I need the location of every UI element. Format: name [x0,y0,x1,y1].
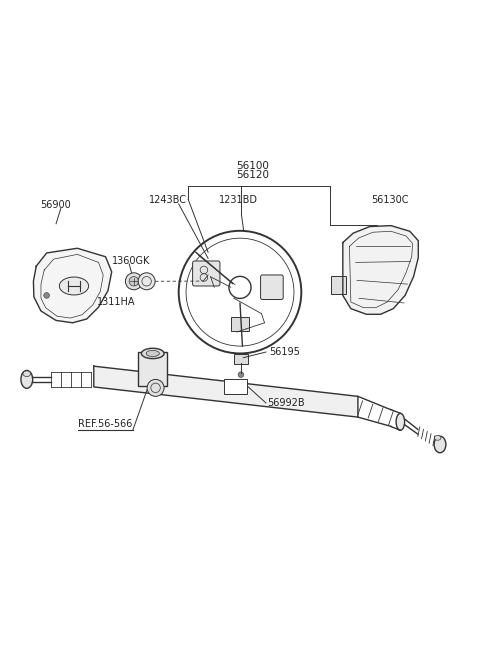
FancyBboxPatch shape [192,261,220,286]
FancyBboxPatch shape [224,379,247,394]
FancyBboxPatch shape [234,354,248,364]
Text: 56992B: 56992B [267,398,305,408]
Ellipse shape [21,371,33,388]
Text: 56130C: 56130C [371,195,409,205]
Polygon shape [343,225,418,314]
Ellipse shape [434,436,446,453]
Ellipse shape [396,413,405,430]
Circle shape [129,276,139,286]
FancyBboxPatch shape [230,318,250,331]
FancyBboxPatch shape [261,275,283,299]
Text: 56100: 56100 [236,161,269,171]
Circle shape [138,272,155,290]
Circle shape [44,293,49,298]
Polygon shape [94,366,358,417]
Text: 1311HA: 1311HA [97,297,136,307]
Ellipse shape [146,350,159,356]
Text: REF.56-566: REF.56-566 [78,419,133,429]
Ellipse shape [60,277,89,295]
Text: 1231BD: 1231BD [218,195,258,205]
Circle shape [147,379,164,396]
FancyBboxPatch shape [331,276,346,295]
Text: 1243BC: 1243BC [149,195,187,205]
Polygon shape [34,248,112,323]
Text: 56120: 56120 [236,170,269,180]
Text: 56900: 56900 [41,200,72,210]
Text: 1360GK: 1360GK [112,255,151,265]
FancyBboxPatch shape [138,352,167,386]
Circle shape [238,372,244,377]
Circle shape [125,272,143,290]
Ellipse shape [434,436,441,440]
Text: 56195: 56195 [269,347,300,357]
Ellipse shape [142,348,164,359]
Ellipse shape [23,371,31,377]
